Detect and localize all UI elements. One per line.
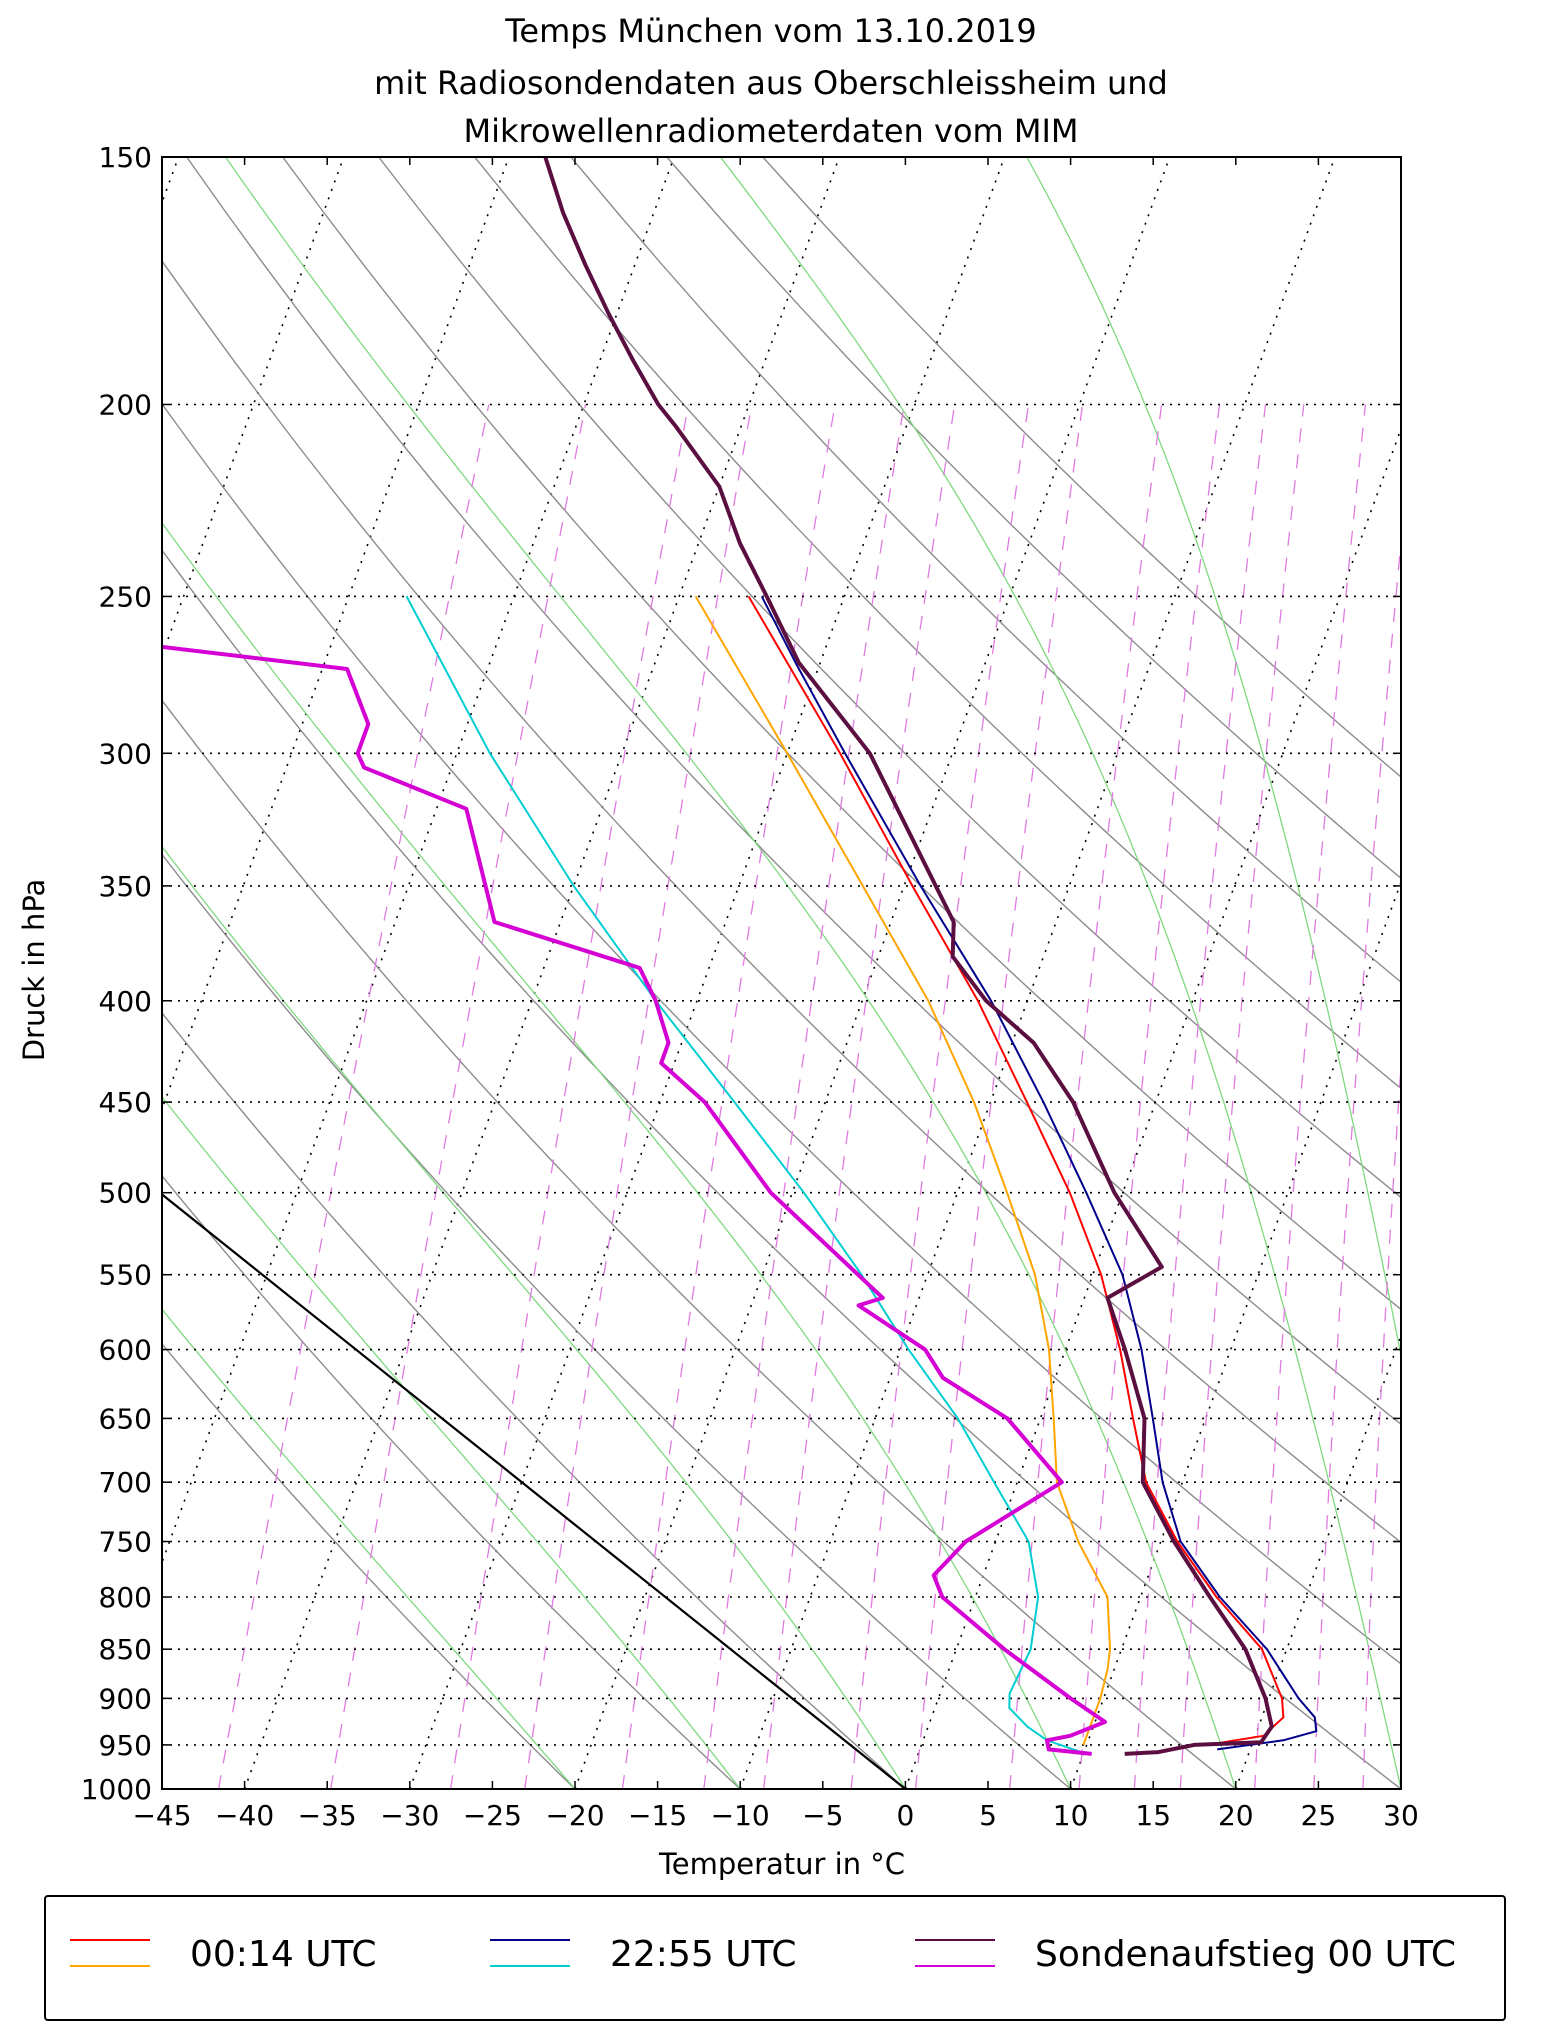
moist-adiabat-line bbox=[719, 157, 1401, 1789]
dry-adiabat-line bbox=[474, 157, 1401, 1090]
series-line-5 bbox=[162, 644, 1107, 1756]
x-tick-label: −5 bbox=[802, 1799, 843, 1832]
title-line-2: mit Radiosondendaten aus Oberschleisshei… bbox=[374, 64, 1168, 102]
pressure-gridlines bbox=[162, 403, 1401, 1746]
y-axis-ticks: 1000 950 900 850 800 750 700 650 600 550 500 450 400… bbox=[81, 141, 1401, 1806]
dry-adiabat-line bbox=[570, 157, 1401, 984]
mixing-ratio-line bbox=[1133, 404, 1267, 1789]
moist-adiabat-line bbox=[162, 845, 906, 1789]
y-tick-label: 950 bbox=[99, 1729, 152, 1762]
isotherm-line bbox=[243, 157, 841, 1789]
legend-box bbox=[44, 1895, 1506, 2021]
x-tick-label: 15 bbox=[1135, 1799, 1171, 1832]
y-tick-label: 300 bbox=[99, 737, 152, 770]
moist-adiabat-line bbox=[162, 521, 1072, 1789]
mixing-ratio-line bbox=[449, 404, 690, 1789]
series-line-4 bbox=[543, 157, 1274, 1756]
y-tick-label: 1000 bbox=[81, 1773, 152, 1806]
x-tick-label: 5 bbox=[979, 1799, 997, 1832]
y-tick-label: 350 bbox=[99, 870, 152, 903]
dry-adiabat-line bbox=[666, 157, 1401, 880]
isotherm-line bbox=[1069, 879, 1401, 1789]
dry-adiabat-line bbox=[162, 1011, 906, 1789]
reference-dry-adiabat bbox=[162, 1193, 907, 1789]
mixing-ratio-line bbox=[330, 404, 587, 1789]
x-tick-label: 10 bbox=[1053, 1799, 1089, 1832]
y-tick-label: 700 bbox=[99, 1466, 152, 1499]
sounding-series bbox=[162, 157, 1318, 1789]
title-line-3: Mikrowellenradiometerdaten vom MIM bbox=[463, 112, 1078, 150]
x-tick-label: 20 bbox=[1218, 1799, 1254, 1832]
mixing-ratio-line bbox=[217, 404, 490, 1789]
dry-adiabat-line bbox=[282, 157, 1401, 1311]
x-tick-label: −35 bbox=[298, 1799, 357, 1832]
dry-adiabat-line bbox=[162, 699, 1237, 1789]
moist-adiabat-line bbox=[224, 157, 1237, 1789]
y-tick-label: 250 bbox=[99, 580, 152, 613]
dry-adiabat-line bbox=[162, 853, 1072, 1789]
y-tick-label: 750 bbox=[99, 1526, 152, 1559]
y-tick-label: 800 bbox=[99, 1581, 152, 1614]
legend-label: 22:55 UTC bbox=[610, 1934, 797, 1975]
x-tick-label: 25 bbox=[1301, 1799, 1337, 1832]
isotherm-line bbox=[409, 157, 1006, 1789]
x-axis-label: Temperatur in °C bbox=[658, 1847, 905, 1881]
plot-frame bbox=[161, 156, 1402, 1790]
mixing-ratio-line bbox=[621, 404, 836, 1789]
dry-adiabat-line bbox=[162, 402, 1401, 1665]
moist-adiabat-line bbox=[162, 1096, 741, 1789]
y-tick-label: 450 bbox=[99, 1086, 152, 1119]
x-tick-label: −20 bbox=[545, 1799, 604, 1832]
dry-adiabat-line bbox=[162, 1174, 741, 1789]
y-tick-label: 900 bbox=[99, 1682, 152, 1715]
y-tick-label: 600 bbox=[99, 1334, 152, 1367]
title-line-1: Temps München vom 13.10.2019 bbox=[504, 12, 1036, 50]
x-tick-label: −45 bbox=[132, 1799, 191, 1832]
y-axis-label: Druck in hPa bbox=[17, 879, 51, 1062]
isotherm-line bbox=[1235, 1333, 1401, 1789]
x-tick-label: −15 bbox=[628, 1799, 687, 1832]
x-tick-label: −30 bbox=[380, 1799, 439, 1832]
x-tick-label: 30 bbox=[1383, 1799, 1419, 1832]
isotherm-line bbox=[162, 157, 675, 1565]
mixing-ratio-line bbox=[1179, 404, 1305, 1789]
legend: 00:14 UTC 22:55 UTC Sondenaufstieg 00 UTC bbox=[44, 1895, 1506, 2021]
dry-adiabat-line bbox=[162, 1342, 576, 1789]
mixing-ratio-line bbox=[1313, 535, 1401, 1789]
legend-label: 00:14 UTC bbox=[190, 1934, 377, 1975]
x-tick-label: −25 bbox=[463, 1799, 522, 1832]
series-line-3 bbox=[405, 595, 1088, 1755]
legend-label: Sondenaufstieg 00 UTC bbox=[1035, 1934, 1456, 1975]
mixing-ratio-line bbox=[850, 404, 1030, 1789]
y-tick-label: 400 bbox=[99, 985, 152, 1018]
dry-adiabat-line bbox=[762, 157, 1401, 778]
mixing-ratio-line bbox=[703, 404, 905, 1789]
x-axis-ticks: −45 −40 −35 −30 −25 −20 −15 −10 −5 0 5 10 15 20 25 30 bbox=[132, 157, 1419, 1832]
moist-adiabat-line bbox=[162, 1308, 576, 1789]
mixing-ratio-line bbox=[524, 404, 753, 1789]
x-tick-label: −40 bbox=[215, 1799, 274, 1832]
isotherm-line bbox=[739, 157, 1336, 1789]
series-line-2 bbox=[760, 595, 1318, 1751]
chart-title: Temps München vom 13.10.2019 mit Radioso… bbox=[374, 12, 1168, 150]
moist-adiabat-line bbox=[1026, 157, 1401, 1359]
dry-adiabat-line bbox=[162, 549, 1401, 1789]
dry-adiabat-line bbox=[162, 259, 1401, 1544]
dry-adiabat-line bbox=[378, 157, 1401, 1199]
series-line-1 bbox=[694, 595, 1111, 1746]
y-tick-label: 650 bbox=[99, 1402, 152, 1435]
dry-adiabat-line bbox=[186, 157, 1401, 1426]
y-tick-label: 550 bbox=[99, 1259, 152, 1292]
isotherm-line bbox=[574, 157, 1171, 1789]
y-tick-label: 850 bbox=[99, 1633, 152, 1666]
x-tick-label: −10 bbox=[711, 1799, 770, 1832]
y-tick-label: 500 bbox=[99, 1177, 152, 1210]
mixing-ratio-line bbox=[1254, 404, 1367, 1789]
y-tick-label: 200 bbox=[99, 388, 152, 421]
x-tick-label: 0 bbox=[896, 1799, 914, 1832]
mixing-ratio-line bbox=[1078, 404, 1221, 1789]
y-tick-label: 150 bbox=[99, 141, 152, 174]
